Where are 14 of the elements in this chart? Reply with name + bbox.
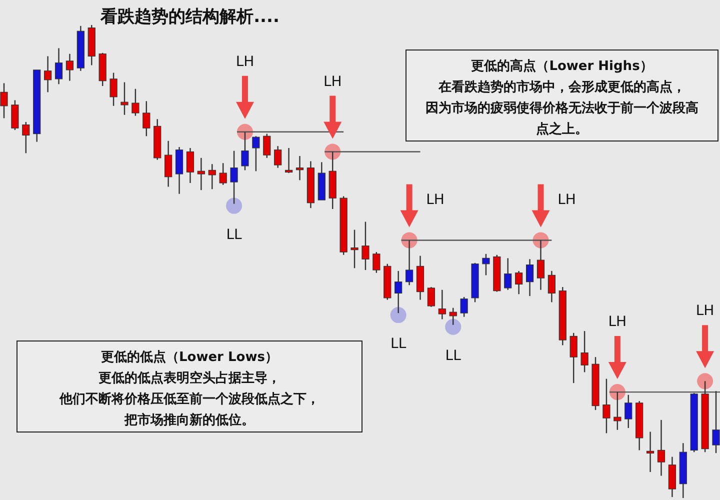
annotation: 更低的低点表明空头占据主导，他们不断将价格压低至前一个波段低点之下，把市场推向新的低位。: [58, 370, 320, 428]
annotation: LL: [445, 348, 462, 364]
annotation: LH: [558, 192, 576, 208]
annotation: LH: [323, 74, 342, 90]
chart-title: 看跌趋势的结构解析....: [100, 7, 280, 27]
annotation: LH: [696, 303, 714, 320]
annotation: LH: [236, 54, 254, 70]
annotation: 更低的高点（Lower Highs）: [471, 58, 653, 74]
annotation: LL: [226, 226, 242, 243]
annotation: LH: [426, 192, 444, 208]
annotation: LL: [390, 336, 406, 352]
annotation: 更低的低点（Lower Lows）: [101, 349, 278, 365]
annotation: LH: [608, 314, 627, 330]
annotation: 在看跌趋势的市场中，会形成更低的高点，因为市场的疲弱使得价格无法收于前一个波段高点之上。: [426, 79, 698, 137]
